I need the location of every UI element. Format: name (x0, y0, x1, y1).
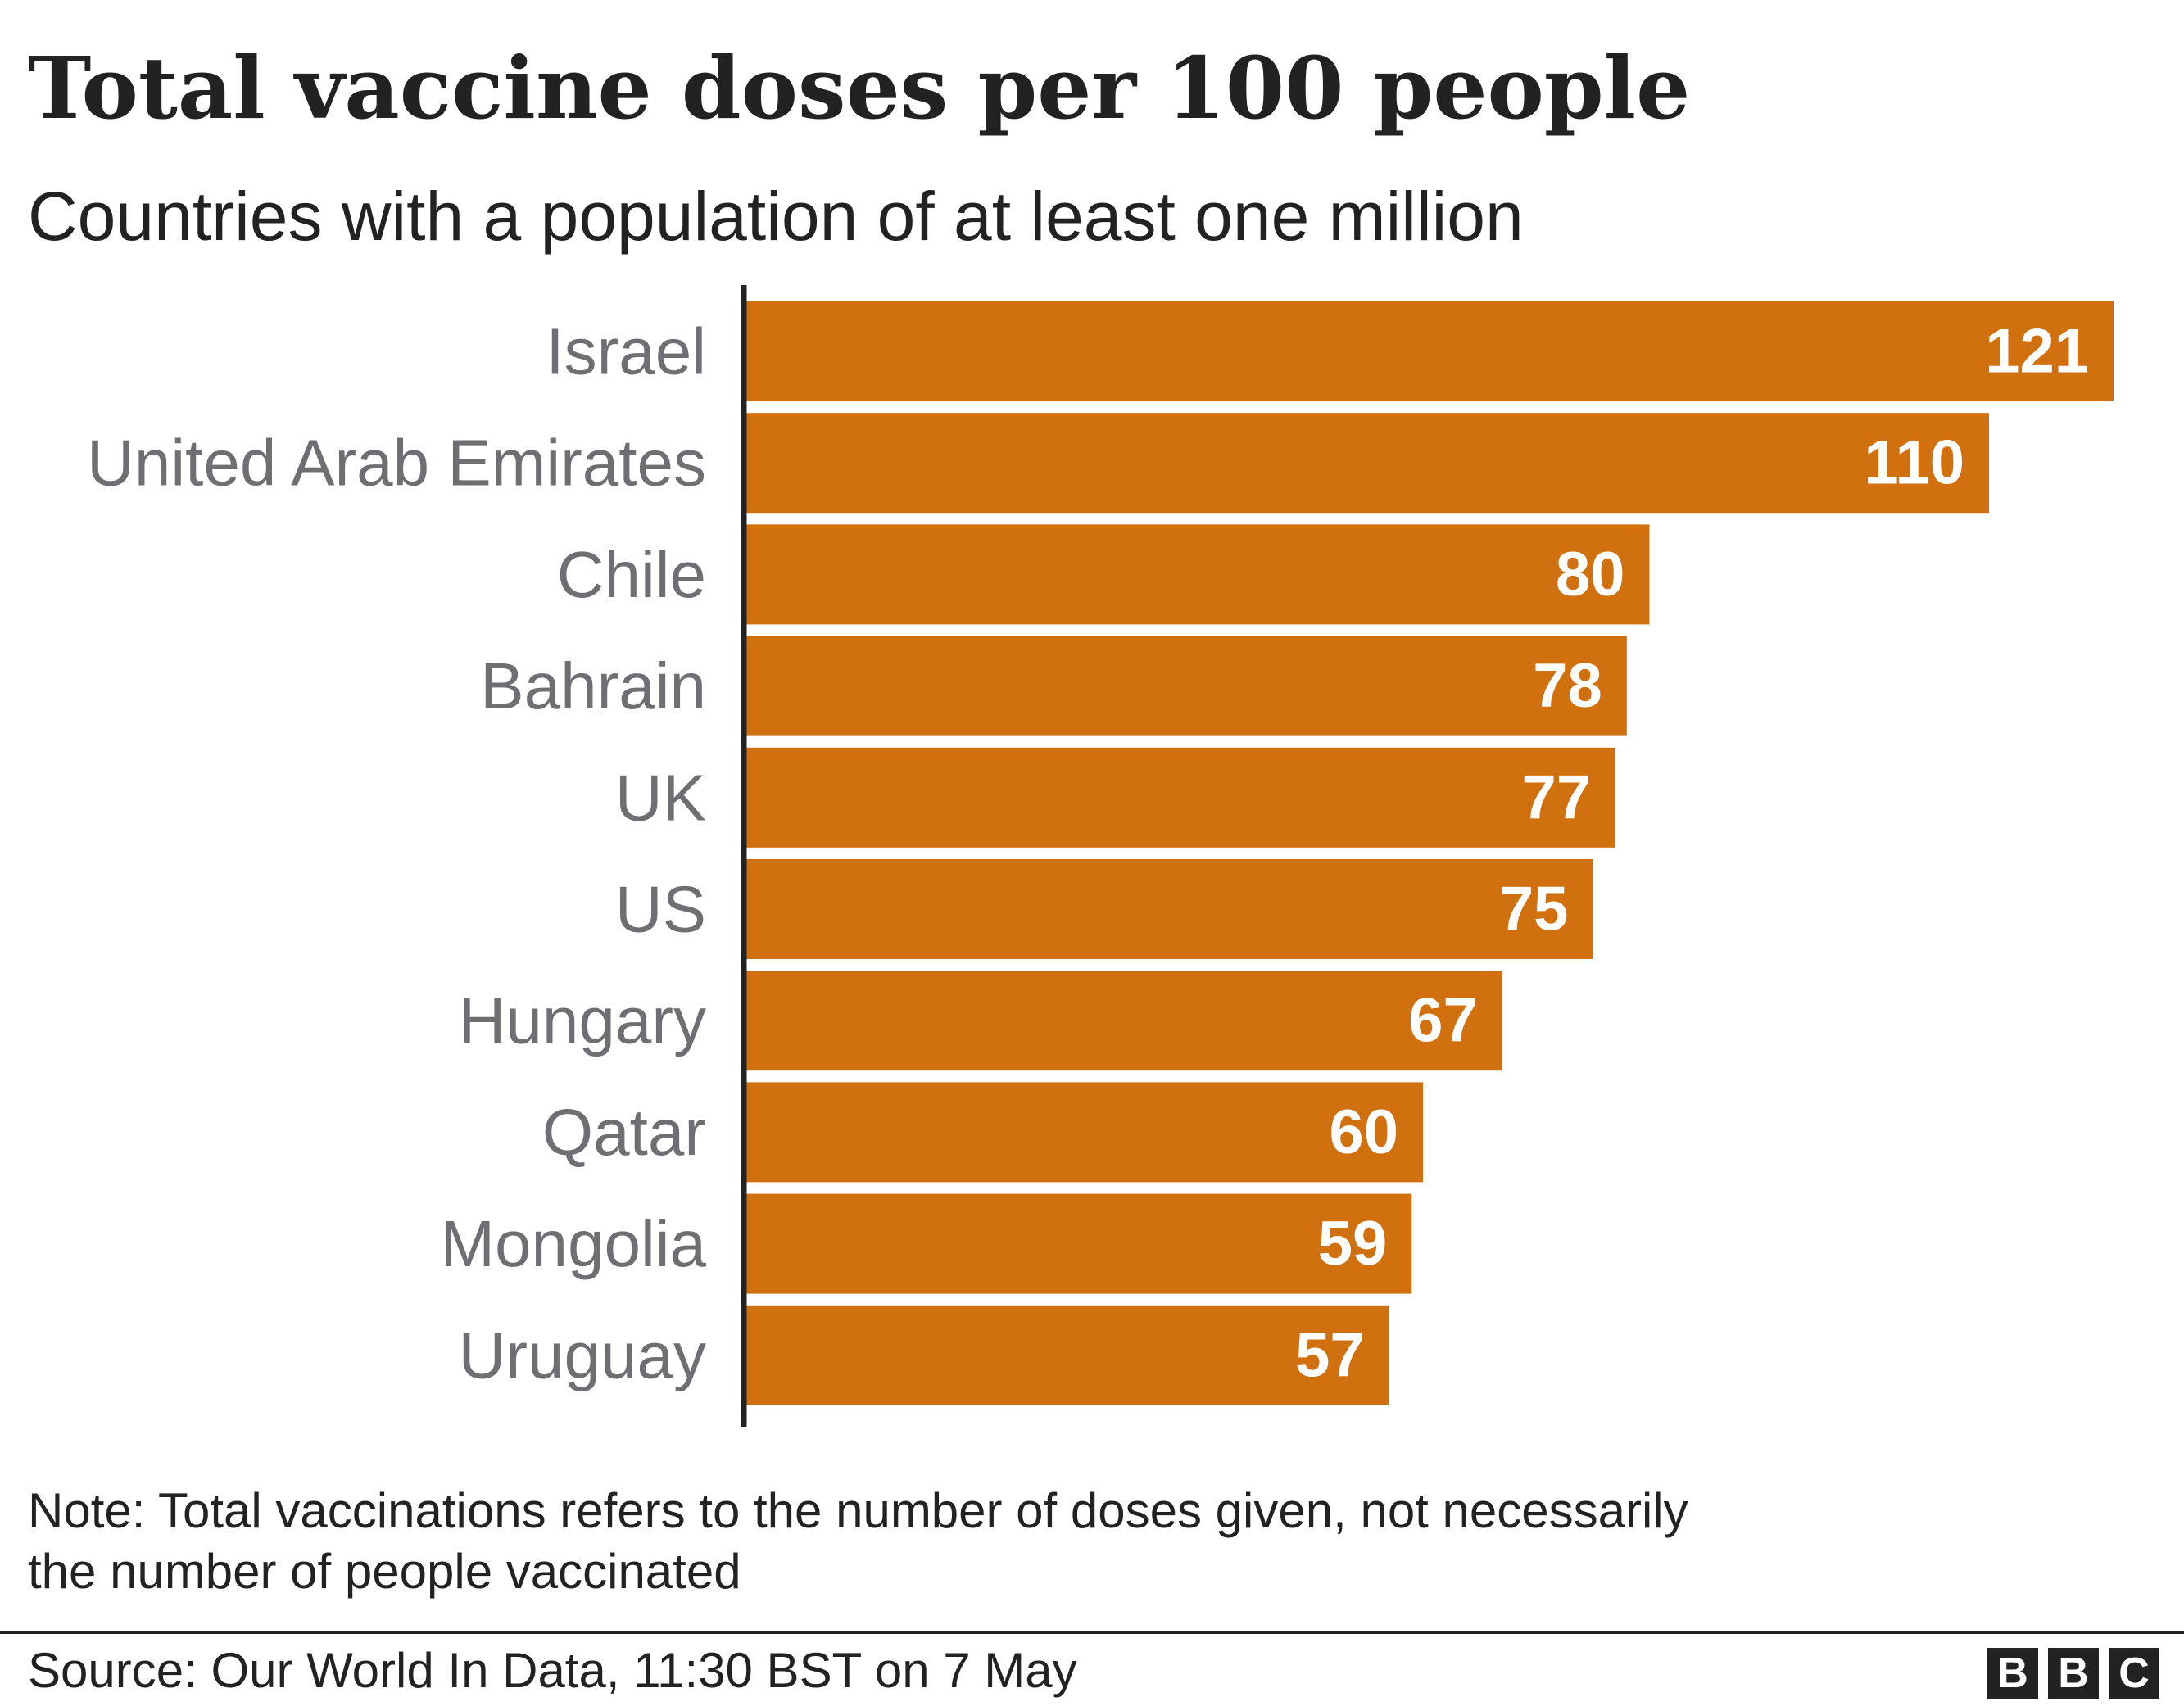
bbc-logo: B B C (1987, 1648, 2159, 1699)
bar-chile (744, 524, 1650, 625)
category-label: Uruguay (459, 1319, 706, 1391)
category-label: United Arab Emirates (87, 427, 706, 500)
value-label: 59 (1318, 1209, 1388, 1278)
bar-qatar (744, 1082, 1424, 1183)
bar-uk (744, 747, 1615, 848)
category-label: Hungary (459, 984, 706, 1057)
bar-uruguay (744, 1305, 1389, 1405)
bar-chart: Israel 121 United Arab Emirates 110 Chile 80 B… (87, 285, 2114, 1427)
bar-us (744, 859, 1593, 959)
value-label: 67 (1408, 986, 1478, 1056)
bbc-logo-block-1: B (1987, 1648, 2038, 1699)
note-line-1: Note: Total vaccinations refers to the n… (28, 1483, 1688, 1538)
note-line-2: the number of people vaccinated (28, 1544, 741, 1599)
bar-israel (744, 301, 2114, 401)
chart-subtitle: Countries with a population of at least … (28, 178, 1524, 255)
category-label: Mongolia (440, 1207, 706, 1280)
value-label: 77 (1521, 762, 1591, 832)
value-label: 110 (1864, 428, 1964, 498)
chart-title: Total vaccine doses per 100 people (28, 38, 1691, 138)
value-label: 75 (1499, 875, 1569, 944)
chart-note: Note: Total vaccinations refers to the n… (28, 1481, 2076, 1602)
value-label: 78 (1533, 651, 1602, 721)
bbc-logo-block-2: B (2048, 1648, 2099, 1699)
category-label: Bahrain (480, 649, 706, 722)
category-label: Qatar (542, 1096, 706, 1169)
category-label: Chile (557, 538, 706, 611)
category-label: US (615, 873, 706, 946)
category-label: Israel (546, 315, 706, 388)
bar-mongolia (744, 1193, 1412, 1294)
value-label: 80 (1556, 540, 1625, 609)
category-label: UK (615, 761, 706, 834)
bar-united-arab-emirates (744, 413, 1989, 514)
value-label: 121 (1985, 317, 2089, 387)
value-label: 60 (1330, 1097, 1399, 1167)
value-label: 57 (1295, 1320, 1365, 1390)
bbc-logo-block-3: C (2109, 1648, 2159, 1699)
footer-divider (0, 1631, 2184, 1634)
bar-bahrain (744, 636, 1627, 736)
source-text: Source: Our World In Data, 11:30 BST on … (28, 1643, 1077, 1698)
bar-hungary (744, 971, 1502, 1071)
